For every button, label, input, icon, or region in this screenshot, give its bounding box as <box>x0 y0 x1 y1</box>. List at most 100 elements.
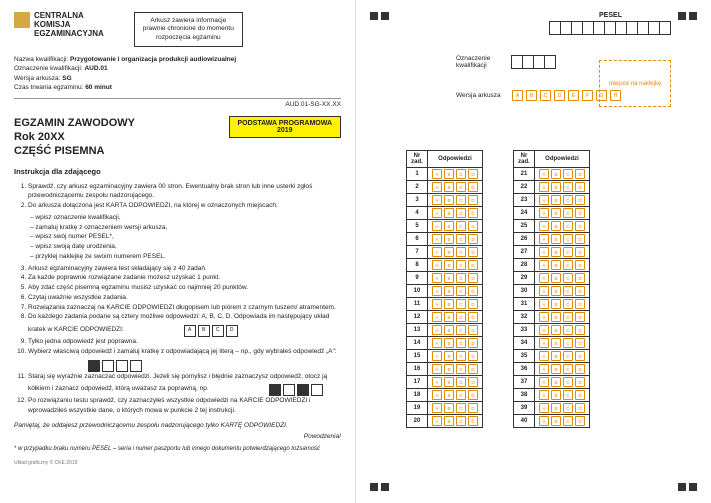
answer-opt[interactable]: C <box>563 416 573 426</box>
answer-opt[interactable]: B <box>444 403 454 413</box>
version-opt[interactable]: E <box>568 90 579 101</box>
qualification-input[interactable] <box>512 55 556 69</box>
answer-opt[interactable]: B <box>551 416 561 426</box>
version-opt[interactable]: B <box>526 90 537 101</box>
answer-opt[interactable]: D <box>468 182 478 192</box>
answer-opt[interactable]: A <box>539 208 549 218</box>
answer-opt[interactable]: B <box>551 169 561 179</box>
answer-opt[interactable]: D <box>575 286 585 296</box>
pesel-input[interactable] <box>550 21 671 35</box>
answer-opt[interactable]: A <box>539 390 549 400</box>
answer-opt[interactable]: A <box>432 234 442 244</box>
answer-opt[interactable]: B <box>444 286 454 296</box>
answer-opt[interactable]: A <box>539 221 549 231</box>
answer-opt[interactable]: C <box>456 208 466 218</box>
answer-opt[interactable]: B <box>444 377 454 387</box>
answer-opt[interactable]: D <box>575 416 585 426</box>
answer-opt[interactable]: C <box>563 247 573 257</box>
answer-opt[interactable]: D <box>468 312 478 322</box>
answer-opt[interactable]: C <box>456 416 466 426</box>
answer-opt[interactable]: B <box>551 312 561 322</box>
answer-opt[interactable]: C <box>563 351 573 361</box>
answer-opt[interactable]: A <box>539 299 549 309</box>
answer-opt[interactable]: D <box>575 234 585 244</box>
answer-opt[interactable]: A <box>539 273 549 283</box>
answer-opt[interactable]: C <box>563 390 573 400</box>
answer-opt[interactable]: B <box>551 390 561 400</box>
answer-opt[interactable]: D <box>575 182 585 192</box>
answer-opt[interactable]: B <box>444 182 454 192</box>
answer-opt[interactable]: C <box>456 351 466 361</box>
answer-opt[interactable]: C <box>563 312 573 322</box>
answer-opt[interactable]: D <box>468 247 478 257</box>
answer-opt[interactable]: B <box>444 260 454 270</box>
version-opt[interactable]: D <box>554 90 565 101</box>
answer-opt[interactable]: B <box>551 208 561 218</box>
answer-opt[interactable]: C <box>456 377 466 387</box>
answer-opt[interactable]: C <box>563 403 573 413</box>
answer-opt[interactable]: A <box>432 416 442 426</box>
answer-opt[interactable]: C <box>563 377 573 387</box>
answer-opt[interactable]: B <box>551 234 561 244</box>
answer-opt[interactable]: A <box>432 182 442 192</box>
answer-opt[interactable]: D <box>468 299 478 309</box>
answer-opt[interactable]: A <box>539 325 549 335</box>
answer-opt[interactable]: C <box>563 286 573 296</box>
answer-opt[interactable]: C <box>456 169 466 179</box>
answer-opt[interactable]: A <box>539 351 549 361</box>
answer-opt[interactable]: A <box>432 390 442 400</box>
answer-opt[interactable]: C <box>456 182 466 192</box>
answer-opt[interactable]: D <box>468 286 478 296</box>
answer-opt[interactable]: D <box>575 221 585 231</box>
answer-opt[interactable]: D <box>468 195 478 205</box>
answer-opt[interactable]: C <box>456 247 466 257</box>
answer-opt[interactable]: D <box>575 169 585 179</box>
answer-opt[interactable]: A <box>539 182 549 192</box>
answer-opt[interactable]: D <box>575 247 585 257</box>
answer-opt[interactable]: C <box>563 260 573 270</box>
answer-opt[interactable]: D <box>575 390 585 400</box>
answer-opt[interactable]: D <box>468 416 478 426</box>
answer-opt[interactable]: C <box>563 195 573 205</box>
answer-opt[interactable]: B <box>551 338 561 348</box>
answer-opt[interactable]: A <box>432 377 442 387</box>
answer-opt[interactable]: D <box>575 273 585 283</box>
answer-opt[interactable]: B <box>551 247 561 257</box>
answer-opt[interactable]: A <box>539 338 549 348</box>
answer-opt[interactable]: A <box>432 247 442 257</box>
answer-opt[interactable]: D <box>468 169 478 179</box>
answer-opt[interactable]: C <box>563 273 573 283</box>
answer-opt[interactable]: B <box>551 182 561 192</box>
answer-opt[interactable]: B <box>444 364 454 374</box>
answer-opt[interactable]: B <box>551 377 561 387</box>
answer-opt[interactable]: A <box>432 312 442 322</box>
answer-opt[interactable]: B <box>551 286 561 296</box>
answer-opt[interactable]: D <box>575 312 585 322</box>
answer-opt[interactable]: B <box>444 273 454 283</box>
version-opt[interactable]: A <box>512 90 523 101</box>
answer-opt[interactable]: C <box>456 312 466 322</box>
answer-opt[interactable]: A <box>432 299 442 309</box>
answer-opt[interactable]: D <box>468 403 478 413</box>
answer-opt[interactable]: D <box>575 195 585 205</box>
answer-opt[interactable]: C <box>456 221 466 231</box>
answer-opt[interactable]: C <box>563 221 573 231</box>
answer-opt[interactable]: A <box>539 364 549 374</box>
answer-opt[interactable]: A <box>539 260 549 270</box>
answer-opt[interactable]: A <box>539 247 549 257</box>
answer-opt[interactable]: D <box>468 325 478 335</box>
answer-opt[interactable]: A <box>432 403 442 413</box>
answer-opt[interactable]: D <box>468 234 478 244</box>
answer-opt[interactable]: C <box>456 325 466 335</box>
answer-opt[interactable]: C <box>456 299 466 309</box>
answer-opt[interactable]: C <box>563 299 573 309</box>
answer-opt[interactable]: A <box>539 286 549 296</box>
answer-opt[interactable]: B <box>444 247 454 257</box>
answer-opt[interactable]: A <box>539 416 549 426</box>
answer-opt[interactable]: C <box>563 169 573 179</box>
answer-opt[interactable]: B <box>551 351 561 361</box>
answer-opt[interactable]: C <box>563 338 573 348</box>
answer-opt[interactable]: B <box>551 195 561 205</box>
answer-opt[interactable]: A <box>432 260 442 270</box>
answer-opt[interactable]: B <box>444 312 454 322</box>
